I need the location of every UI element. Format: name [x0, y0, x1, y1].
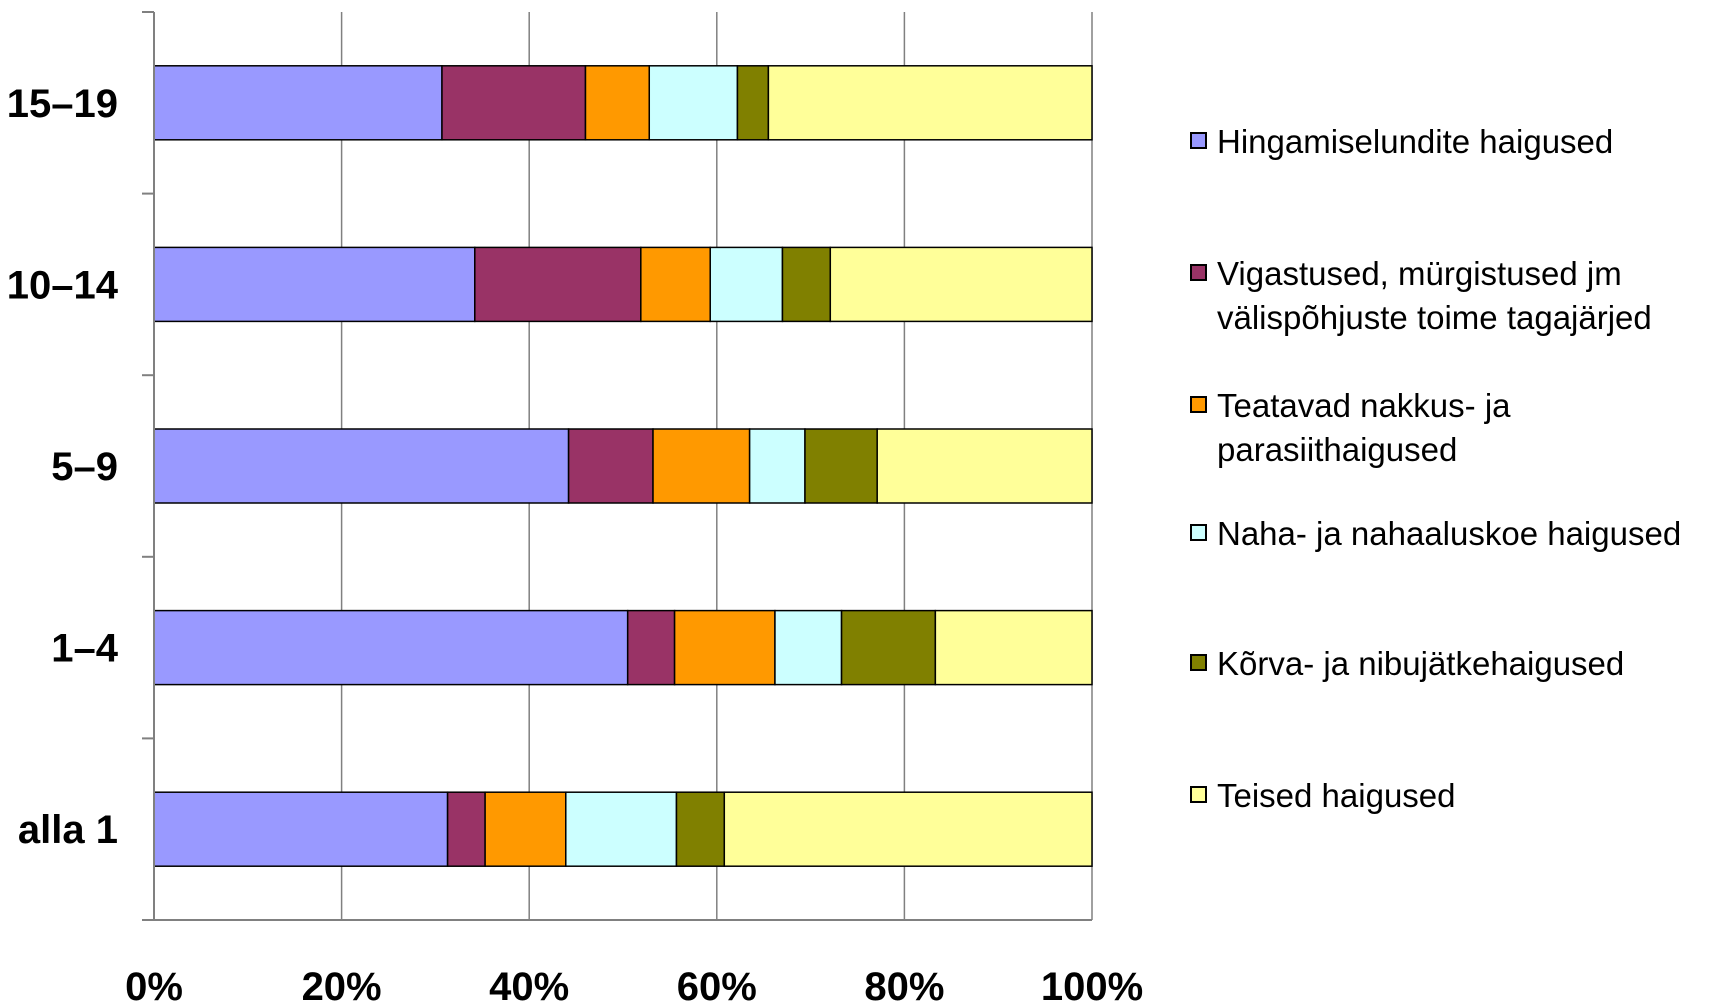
category-labels: 15–19 10–14 5–9 1–4 alla 1: [7, 82, 119, 852]
category-label: 5–9: [51, 445, 118, 489]
bar-segment: [446, 791, 486, 867]
bar-segment: [767, 65, 1093, 141]
bar-segment: [829, 246, 1093, 323]
legend-item: Hingamiselundite haigused: [1190, 120, 1613, 164]
bar-segment: [876, 428, 1093, 504]
bar-segment: [474, 246, 642, 323]
bar-segment: [781, 246, 832, 323]
x-tick-label: 0%: [125, 965, 183, 1005]
bar-segment: [748, 428, 806, 504]
bars: [153, 65, 1093, 867]
bar-segment: [774, 609, 843, 686]
bar-segment: [640, 246, 711, 323]
bar-segment: [484, 791, 567, 867]
x-tick-labels: 0% 20% 40% 60% 80% 100%: [125, 965, 1143, 1005]
legend-label: Naha- ja nahaaluskoe haigused: [1217, 515, 1682, 552]
legend-swatch: [1190, 524, 1207, 541]
bar-segment: [153, 428, 570, 504]
legend-label: Kõrva- ja nibujätkehaigused: [1217, 645, 1625, 682]
legend-swatch: [1190, 264, 1207, 281]
bar-segment: [153, 65, 443, 141]
bar-segment: [565, 791, 678, 867]
bar-segment: [153, 246, 476, 323]
x-tick-label: 20%: [302, 965, 382, 1005]
bar-segment: [441, 65, 587, 141]
legend-label: Teised haigused: [1217, 777, 1456, 814]
legend-label: Hingamiselundite haigused: [1217, 123, 1614, 160]
legend-item: Vigastused, mürgistused jm välispõhjuste…: [1190, 252, 1652, 340]
category-label: alla 1: [18, 808, 118, 852]
bar-segment: [934, 609, 1093, 686]
legend-item: Teised haigused: [1190, 774, 1456, 818]
bar-segment: [584, 65, 651, 141]
legend-swatch: [1190, 654, 1207, 671]
legend-swatch: [1190, 786, 1207, 803]
legend-label: Vigastused, mürgistused jm välispõhjuste…: [1217, 255, 1652, 336]
axes: [142, 11, 1092, 921]
x-tick-label: 100%: [1041, 965, 1143, 1005]
bar-segment: [673, 609, 776, 686]
legend-item: Naha- ja nahaaluskoe haigused: [1190, 512, 1681, 556]
x-tick-label: 60%: [677, 965, 757, 1005]
bar-segment: [153, 609, 629, 686]
bar-segment: [652, 428, 751, 504]
x-tick-label: 40%: [489, 965, 569, 1005]
legend-item: Kõrva- ja nibujätkehaigused: [1190, 642, 1624, 686]
legend-swatch: [1190, 396, 1207, 413]
category-label: 1–4: [51, 627, 118, 671]
legend-item: Teatavad nakkus- ja parasiithaigused: [1190, 384, 1511, 472]
category-label: 15–19: [7, 82, 118, 126]
bar-segment: [675, 791, 726, 867]
category-label: 10–14: [7, 263, 119, 307]
bar-segment: [153, 791, 449, 867]
legend-label: Teatavad nakkus- ja parasiithaigused: [1217, 387, 1511, 468]
bar-segment: [804, 428, 878, 504]
bar-segment: [736, 65, 770, 141]
bar-segment: [840, 609, 937, 686]
x-tick-label: 80%: [864, 965, 944, 1005]
bar-segment: [723, 791, 1093, 867]
legend-swatch: [1190, 132, 1207, 149]
bar-segment: [626, 609, 676, 686]
bar-segment: [709, 246, 784, 323]
bar-segment: [567, 428, 654, 504]
bar-segment: [648, 65, 739, 141]
